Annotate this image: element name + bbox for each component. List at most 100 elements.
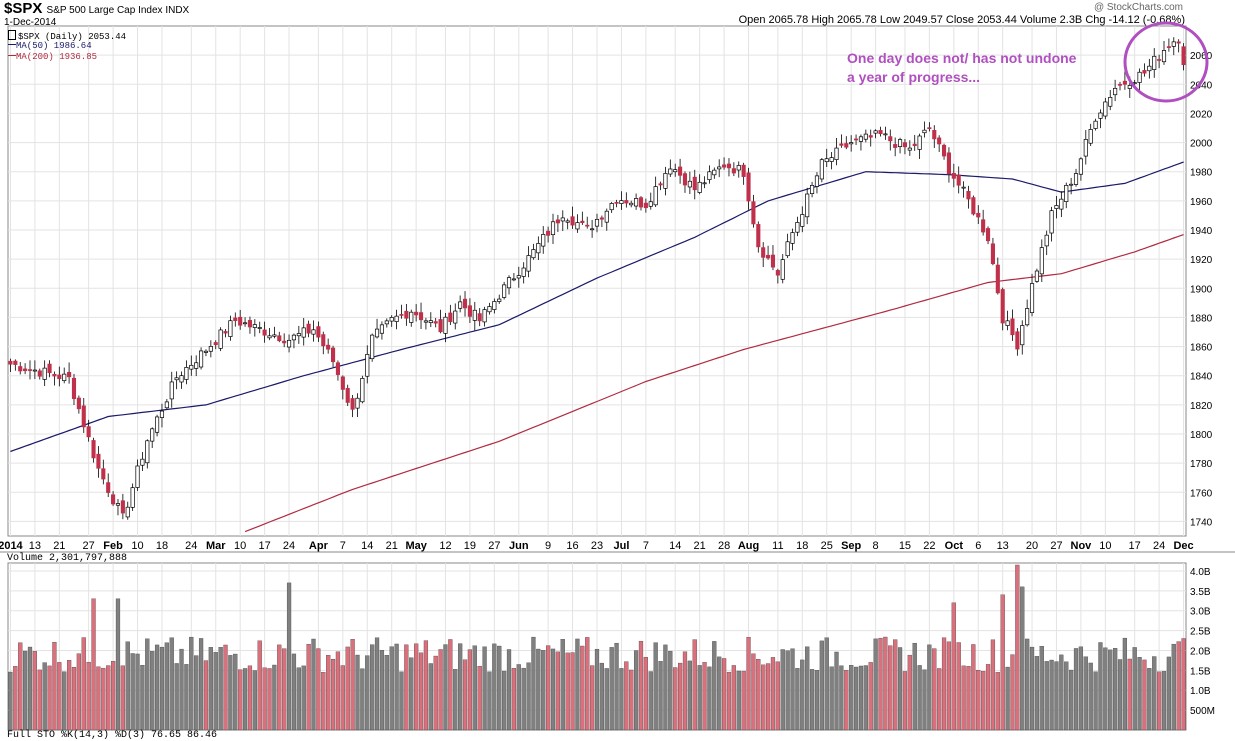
candle-body (941, 144, 947, 157)
volume-bar (335, 651, 341, 731)
candle-body (184, 367, 189, 380)
volume-bar (184, 664, 189, 731)
volume-bar (47, 665, 52, 731)
candle-body (101, 468, 106, 480)
candle-body (438, 319, 443, 333)
volume-bar (438, 649, 443, 731)
candle-body (1166, 46, 1171, 48)
volume-bar (550, 648, 556, 731)
candle-body (404, 310, 409, 319)
candle-body (956, 174, 961, 186)
volume-bar (697, 665, 702, 731)
volume-bar (1142, 659, 1147, 731)
volume-bar (555, 651, 561, 731)
candle-body (619, 200, 624, 204)
candle-body (267, 335, 272, 339)
candle-body (741, 164, 746, 177)
volume-bar (971, 644, 976, 731)
volume-bar (409, 657, 414, 731)
candle-body (614, 202, 619, 204)
volume-bar (707, 666, 712, 731)
volume-bar (614, 642, 619, 731)
x-tick-label: 13 (29, 540, 41, 552)
candle-body (609, 203, 614, 211)
volume-tick-label: 2.5B (1190, 627, 1211, 638)
volume-bar (834, 651, 839, 731)
volume-bar (1015, 564, 1020, 731)
volume-bar (868, 662, 873, 731)
y-tick-label: 1980 (1190, 168, 1213, 179)
x-tick-label: 21 (386, 540, 398, 552)
candle-body (487, 306, 492, 313)
candle-body (995, 264, 1000, 294)
candle-body (502, 284, 507, 298)
candle-body (1117, 83, 1123, 86)
y-tick-label: 1740 (1190, 517, 1213, 528)
volume-bar (599, 662, 604, 731)
candle-body (1064, 185, 1069, 202)
candle-body (687, 180, 692, 188)
candle-body (86, 426, 91, 438)
volume-bar (115, 598, 121, 731)
volume-bar (956, 642, 961, 731)
y-tick-label: 2020 (1190, 109, 1213, 120)
x-tick-label: 25 (821, 540, 833, 552)
candle-body (1137, 71, 1142, 83)
candle-body (311, 329, 316, 335)
volume-bar (668, 650, 673, 731)
candle-body (18, 366, 23, 372)
volume-bar (423, 640, 429, 731)
volume-bar (941, 637, 947, 731)
candle-body (829, 157, 834, 162)
volume-bar (888, 645, 893, 731)
candle-body (57, 374, 62, 380)
candle-body (731, 168, 736, 174)
volume-bar (560, 639, 565, 731)
candle-body (663, 173, 668, 189)
x-tick-label: 24 (185, 540, 197, 552)
candle-body (550, 221, 556, 236)
volume-bar (262, 667, 267, 731)
candle-body (712, 169, 717, 176)
volume-bar (1010, 654, 1015, 731)
candle-body (726, 163, 732, 169)
volume-bar (580, 645, 585, 731)
volume-bar (482, 646, 487, 731)
volume-bar (42, 662, 47, 731)
y-tick-label: 1880 (1190, 313, 1213, 324)
candle-body (355, 397, 360, 409)
volume-bar (712, 641, 717, 731)
volume-bar (57, 662, 62, 731)
chart-symbol: $SPX S&P 500 Large Cap Index INDX (4, 0, 190, 17)
volume-bar (643, 656, 648, 731)
candle-body (140, 458, 145, 466)
volume-bar (233, 653, 238, 731)
candle-body (658, 183, 663, 186)
candle-body (990, 243, 995, 265)
volume-bar (374, 637, 380, 731)
volume-bar (1088, 662, 1093, 731)
candle-body (653, 186, 658, 206)
candle-body (736, 165, 741, 171)
candle-body (1069, 183, 1074, 186)
candle-body (702, 182, 707, 185)
candle-body (917, 135, 922, 150)
candle-body (1103, 101, 1108, 117)
volume-bar (1122, 637, 1128, 731)
volume-tick-label: 4.0B (1190, 567, 1211, 578)
candle-body (1049, 210, 1054, 234)
y-tick-label: 1820 (1190, 401, 1213, 412)
volume-bar (946, 641, 952, 731)
stochastic-label: Full STO %K(14,3) %D(3) 76.65 86.46 (7, 730, 218, 741)
y-tick-label: 1780 (1190, 459, 1213, 470)
candle-body (389, 317, 394, 322)
candle-body (546, 230, 551, 236)
candle-body (536, 243, 541, 254)
candle-body (907, 147, 912, 151)
volume-bar (1166, 656, 1171, 731)
volume-bar (91, 598, 96, 731)
volume-bar (682, 651, 688, 731)
candle-body (1000, 289, 1005, 324)
candle-body (282, 340, 287, 344)
